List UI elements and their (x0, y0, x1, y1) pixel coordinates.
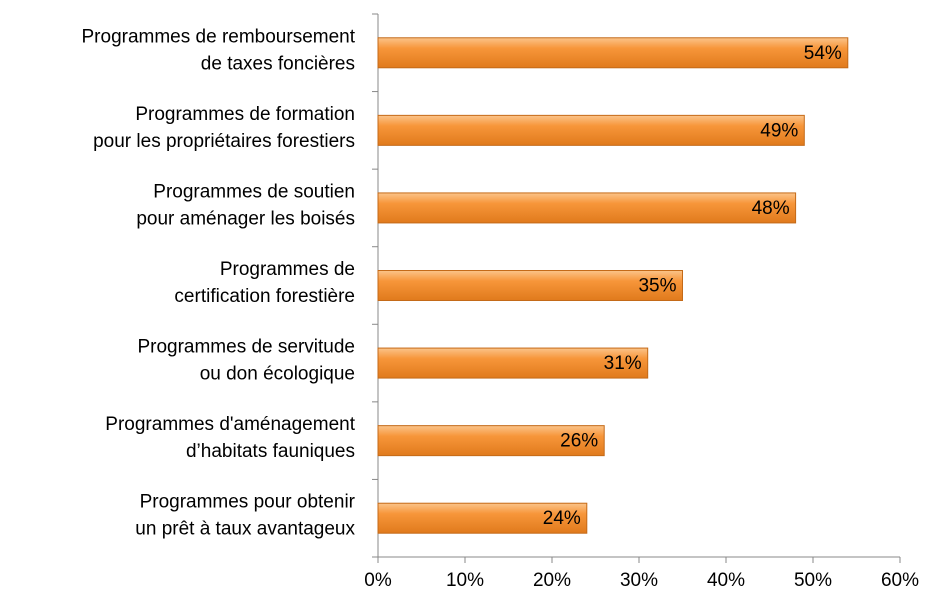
value-label: 48% (752, 198, 790, 219)
x-tick-label: 50% (794, 570, 832, 591)
category-label: de taxes foncières (201, 53, 355, 74)
value-label: 31% (604, 353, 642, 374)
category-label: pour les propriétaires forestiers (93, 131, 355, 152)
x-tick-label: 0% (364, 570, 392, 591)
value-label: 26% (560, 431, 598, 452)
bar (377, 347, 649, 379)
category-label: ou don écologique (200, 364, 355, 385)
x-tick-label: 30% (620, 570, 658, 591)
category-label: Programmes de servitude (137, 337, 355, 358)
category-label: un prêt à taux avantageux (135, 519, 355, 540)
x-tick-label: 40% (707, 570, 745, 591)
value-label: 35% (638, 276, 676, 297)
value-label: 24% (543, 508, 581, 529)
category-label: Programmes d'aménagement (105, 414, 355, 435)
value-label: 54% (804, 43, 842, 64)
category-label: certification forestière (174, 286, 355, 307)
category-label: Programmes de (220, 259, 355, 280)
category-label: Programmes pour obtenir (140, 492, 356, 513)
bar (377, 270, 683, 301)
category-label: Programmes de remboursement (82, 26, 356, 47)
x-tick-label: 60% (881, 570, 919, 591)
category-label: d’habitats fauniques (186, 441, 355, 462)
bar (377, 192, 797, 224)
bar (377, 37, 849, 69)
value-label: 49% (760, 120, 798, 141)
bar (377, 502, 588, 534)
category-label: Programmes de formation (135, 104, 355, 125)
category-label: pour aménager les boisés (136, 208, 355, 229)
bar (377, 114, 805, 146)
bar (377, 425, 605, 457)
category-label: Programmes de soutien (153, 181, 355, 202)
x-tick-label: 20% (533, 570, 571, 591)
x-tick-label: 10% (446, 570, 484, 591)
